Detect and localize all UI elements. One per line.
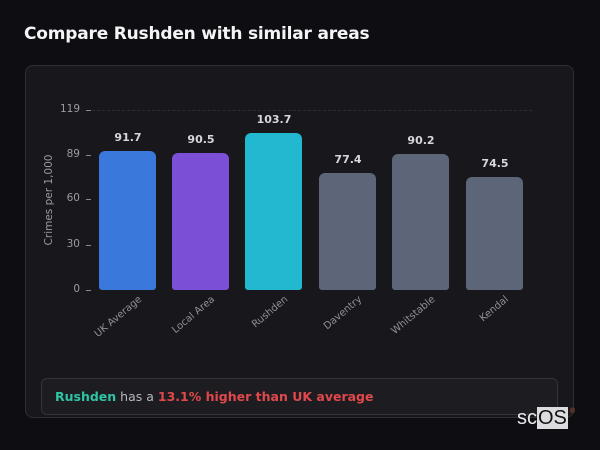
x-tick-label: UK Average bbox=[92, 294, 145, 340]
y-tick-label: 0 bbox=[73, 283, 80, 295]
y-tick-label: 89 bbox=[66, 148, 80, 161]
bar-value-label: 77.4 bbox=[334, 152, 362, 166]
y-tick-mark bbox=[86, 199, 91, 201]
x-tick-label: Daventry bbox=[321, 294, 365, 333]
y-tick-mark bbox=[86, 244, 91, 246]
bar-whitstable[interactable] bbox=[392, 153, 449, 290]
x-tick-label: Local Area bbox=[170, 294, 218, 336]
summary-text: has a bbox=[116, 389, 158, 404]
y-tick-mark bbox=[86, 110, 91, 111]
y-tick-mark bbox=[86, 155, 91, 157]
bar-daventry[interactable] bbox=[319, 172, 376, 290]
y-tick-label: 119 bbox=[59, 103, 80, 115]
scos-logo: scOS ® bbox=[517, 407, 575, 429]
summary-delta: 13.1% higher than UK average bbox=[157, 389, 374, 404]
summary-area-name: Rushden bbox=[55, 389, 117, 404]
comparison-summary: Rushden has a 13.1% higher than UK avera… bbox=[41, 378, 558, 415]
bar-kendal[interactable] bbox=[466, 177, 523, 290]
page-title: Compare Rushden with similar areas bbox=[24, 24, 370, 44]
x-tick-label: Whitstable bbox=[389, 294, 438, 337]
bar-local-area[interactable] bbox=[172, 153, 229, 290]
bar-uk-average[interactable] bbox=[99, 151, 156, 290]
bar-value-label: 91.7 bbox=[114, 131, 142, 145]
x-tick-label: Kendal bbox=[478, 294, 512, 325]
bar-value-label: 90.2 bbox=[407, 133, 435, 147]
y-tick-label: 30 bbox=[66, 237, 80, 250]
bar-value-label: 74.5 bbox=[481, 157, 509, 171]
bar-value-label: 103.7 bbox=[256, 113, 292, 127]
gridline bbox=[92, 110, 532, 111]
y-tick-mark bbox=[86, 290, 91, 291]
x-tick-label: Rushden bbox=[249, 294, 291, 331]
bar-rushden[interactable] bbox=[245, 133, 302, 290]
y-tick-label: 60 bbox=[66, 192, 80, 205]
registered-mark-icon: ® bbox=[569, 408, 575, 415]
bar-value-label: 90.5 bbox=[187, 133, 215, 147]
